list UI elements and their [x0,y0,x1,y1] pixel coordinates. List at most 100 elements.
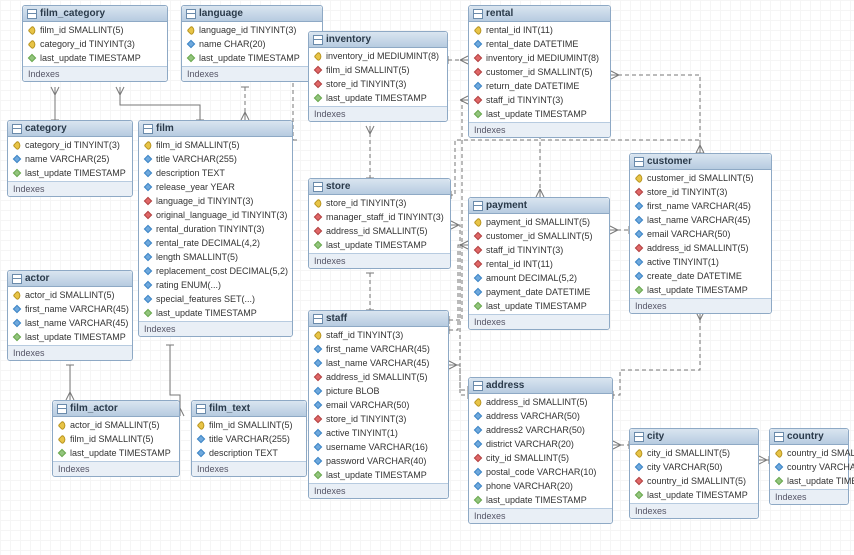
entity-header[interactable]: film_text [192,401,306,417]
entity-film_text[interactable]: film_textfilm_id SMALLINT(5)title VARCHA… [191,400,307,477]
entity-header[interactable]: language [182,6,322,22]
column-row[interactable]: first_name VARCHAR(45) [630,199,771,213]
column-row[interactable]: original_language_id TINYINT(3) [139,208,292,222]
column-row[interactable]: country_id SMALLINT(5) [630,474,758,488]
column-row[interactable]: name VARCHAR(25) [8,152,132,166]
column-row[interactable]: rental_id INT(11) [469,257,609,271]
indexes-section[interactable]: Indexes [469,314,609,329]
indexes-section[interactable]: Indexes [8,345,132,360]
indexes-section[interactable]: Indexes [23,66,167,81]
column-row[interactable]: amount DECIMAL(5,2) [469,271,609,285]
column-row[interactable]: staff_id TINYINT(3) [309,328,448,342]
entity-language[interactable]: languagelanguage_id TINYINT(3)name CHAR(… [181,5,323,82]
entity-header[interactable]: actor [8,271,132,287]
column-row[interactable]: rental_id INT(11) [469,23,610,37]
indexes-section[interactable]: Indexes [469,122,610,137]
column-row[interactable]: active TINYINT(1) [309,426,448,440]
column-row[interactable]: actor_id SMALLINT(5) [53,418,179,432]
column-row[interactable]: password VARCHAR(40) [309,454,448,468]
indexes-section[interactable]: Indexes [8,181,132,196]
column-row[interactable]: staff_id TINYINT(3) [469,93,610,107]
column-row[interactable]: city_id SMALLINT(5) [469,451,612,465]
entity-header[interactable]: inventory [309,32,447,48]
column-row[interactable]: last_name VARCHAR(45) [8,316,132,330]
column-row[interactable]: last_update TIMESTAMP [182,51,322,65]
column-row[interactable]: last_update TIMESTAMP [139,306,292,320]
column-row[interactable]: first_name VARCHAR(45) [8,302,132,316]
entity-header[interactable]: country [770,429,848,445]
column-row[interactable]: title VARCHAR(255) [139,152,292,166]
entity-film_category[interactable]: film_categoryfilm_id SMALLINT(5)category… [22,5,168,82]
column-row[interactable]: country_id SMALLINT(5) [770,446,848,460]
entity-payment[interactable]: paymentpayment_id SMALLINT(5)customer_id… [468,197,610,330]
indexes-section[interactable]: Indexes [182,66,322,81]
column-row[interactable]: last_update TIMESTAMP [8,330,132,344]
column-row[interactable]: film_id SMALLINT(5) [139,138,292,152]
entity-customer[interactable]: customercustomer_id SMALLINT(5)store_id … [629,153,772,314]
column-row[interactable]: address_id SMALLINT(5) [309,370,448,384]
entity-header[interactable]: film_actor [53,401,179,417]
column-row[interactable]: language_id TINYINT(3) [139,194,292,208]
column-row[interactable]: payment_date DATETIME [469,285,609,299]
column-row[interactable]: special_features SET(...) [139,292,292,306]
column-row[interactable]: address_id SMALLINT(5) [309,224,450,238]
column-row[interactable]: last_update TIMESTAMP [770,474,848,488]
column-row[interactable]: inventory_id MEDIUMINT(8) [469,51,610,65]
entity-film[interactable]: filmfilm_id SMALLINT(5)title VARCHAR(255… [138,120,293,337]
indexes-section[interactable]: Indexes [139,321,292,336]
entity-header[interactable]: city [630,429,758,445]
entity-rental[interactable]: rentalrental_id INT(11)rental_date DATET… [468,5,611,138]
entity-header[interactable]: film_category [23,6,167,22]
column-row[interactable]: film_id SMALLINT(5) [309,63,447,77]
column-row[interactable]: last_name VARCHAR(45) [309,356,448,370]
column-row[interactable]: address VARCHAR(50) [469,409,612,423]
entity-header[interactable]: category [8,121,132,137]
entity-header[interactable]: payment [469,198,609,214]
entity-header[interactable]: store [309,179,450,195]
column-row[interactable]: address2 VARCHAR(50) [469,423,612,437]
column-row[interactable]: picture BLOB [309,384,448,398]
column-row[interactable]: store_id TINYINT(3) [309,412,448,426]
column-row[interactable]: rental_rate DECIMAL(4,2) [139,236,292,250]
indexes-section[interactable]: Indexes [630,503,758,518]
column-row[interactable]: last_name VARCHAR(45) [630,213,771,227]
column-row[interactable]: last_update TIMESTAMP [469,107,610,121]
column-row[interactable]: postal_code VARCHAR(10) [469,465,612,479]
column-row[interactable]: replacement_cost DECIMAL(5,2) [139,264,292,278]
column-row[interactable]: film_id SMALLINT(5) [53,432,179,446]
column-row[interactable]: description TEXT [192,446,306,460]
indexes-section[interactable]: Indexes [192,461,306,476]
entity-header[interactable]: rental [469,6,610,22]
indexes-section[interactable]: Indexes [309,253,450,268]
column-row[interactable]: last_update TIMESTAMP [8,166,132,180]
column-row[interactable]: last_update TIMESTAMP [23,51,167,65]
entity-inventory[interactable]: inventoryinventory_id MEDIUMINT(8)film_i… [308,31,448,122]
column-row[interactable]: first_name VARCHAR(45) [309,342,448,356]
column-row[interactable]: last_update TIMESTAMP [630,283,771,297]
column-row[interactable]: name CHAR(20) [182,37,322,51]
column-row[interactable]: film_id SMALLINT(5) [23,23,167,37]
column-row[interactable]: active TINYINT(1) [630,255,771,269]
column-row[interactable]: category_id TINYINT(3) [23,37,167,51]
column-row[interactable]: username VARCHAR(16) [309,440,448,454]
column-row[interactable]: city VARCHAR(50) [630,460,758,474]
indexes-section[interactable]: Indexes [770,489,848,504]
column-row[interactable]: rental_date DATETIME [469,37,610,51]
entity-actor[interactable]: actoractor_id SMALLINT(5)first_name VARC… [7,270,133,361]
entity-film_actor[interactable]: film_actoractor_id SMALLINT(5)film_id SM… [52,400,180,477]
entity-city[interactable]: citycity_id SMALLINT(5)city VARCHAR(50)c… [629,428,759,519]
indexes-section[interactable]: Indexes [53,461,179,476]
entity-staff[interactable]: staffstaff_id TINYINT(3)first_name VARCH… [308,310,449,499]
column-row[interactable]: store_id TINYINT(3) [630,185,771,199]
column-row[interactable]: return_date DATETIME [469,79,610,93]
column-row[interactable]: last_update TIMESTAMP [309,468,448,482]
column-row[interactable]: film_id SMALLINT(5) [192,418,306,432]
column-row[interactable]: staff_id TINYINT(3) [469,243,609,257]
column-row[interactable]: rating ENUM(...) [139,278,292,292]
column-row[interactable]: inventory_id MEDIUMINT(8) [309,49,447,63]
indexes-section[interactable]: Indexes [469,508,612,523]
column-row[interactable]: actor_id SMALLINT(5) [8,288,132,302]
entity-header[interactable]: staff [309,311,448,327]
column-row[interactable]: city_id SMALLINT(5) [630,446,758,460]
entity-store[interactable]: storestore_id TINYINT(3)manager_staff_id… [308,178,451,269]
